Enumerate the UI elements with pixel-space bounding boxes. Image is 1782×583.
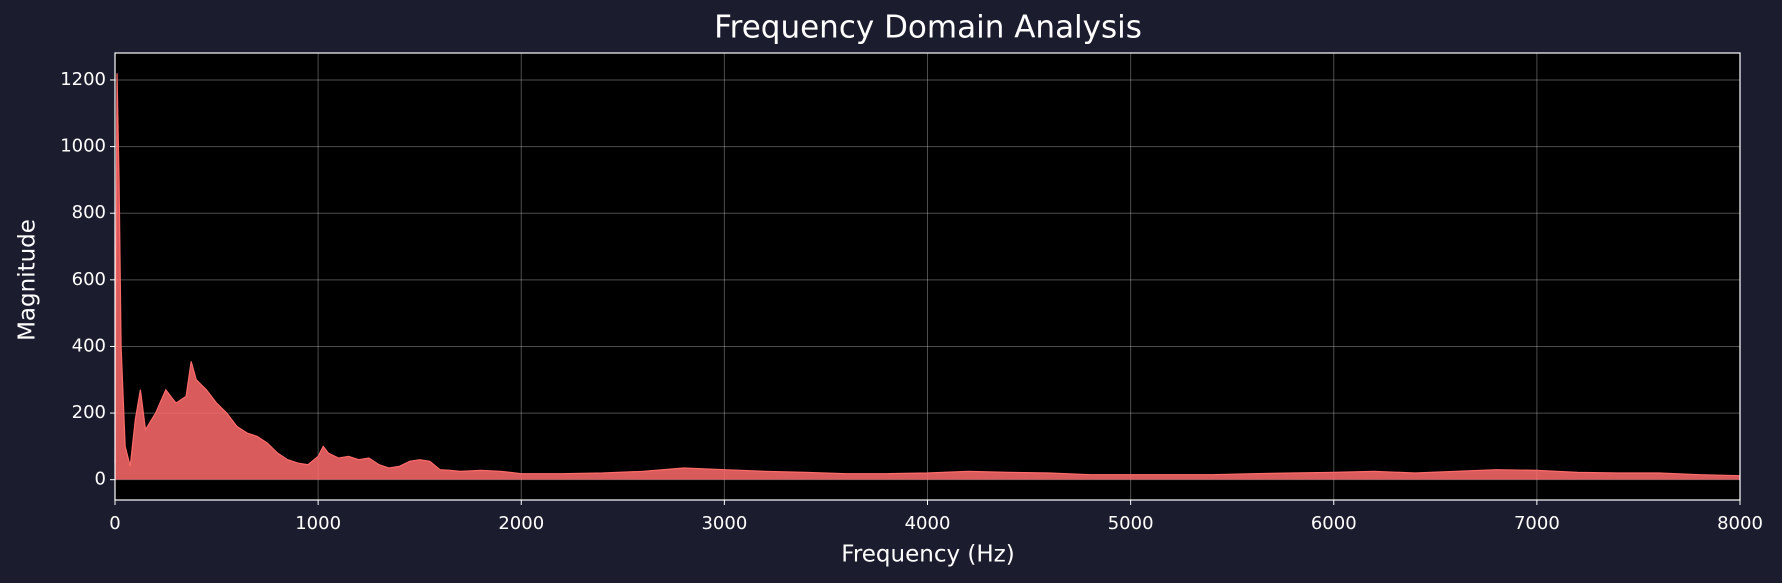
y-tick-label: 200 — [72, 402, 106, 423]
y-tick-label: 400 — [72, 335, 106, 356]
x-tick-label: 1000 — [295, 513, 341, 534]
x-tick-label: 2000 — [498, 513, 544, 534]
y-tick-label: 800 — [72, 202, 106, 223]
x-axis-label: Frequency (Hz) — [841, 542, 1014, 568]
y-axis-label: Magnitude — [15, 219, 41, 341]
x-tick-label: 3000 — [701, 513, 747, 534]
y-tick-label: 1200 — [60, 69, 106, 90]
y-tick-label: 1000 — [60, 136, 106, 157]
y-tick-label: 600 — [72, 269, 106, 290]
x-tick-label: 5000 — [1108, 513, 1154, 534]
spectrum-line — [114, 73, 1741, 477]
plot-area — [115, 53, 1740, 500]
y-tick-label: 0 — [95, 469, 106, 490]
x-tick-label: 6000 — [1311, 513, 1357, 534]
x-tick-label: 4000 — [905, 513, 951, 534]
chart-title: Frequency Domain Analysis — [714, 10, 1142, 46]
x-tick-label: 8000 — [1717, 513, 1763, 534]
x-tick-label: 0 — [109, 513, 120, 534]
x-tick-label: 7000 — [1514, 513, 1560, 534]
